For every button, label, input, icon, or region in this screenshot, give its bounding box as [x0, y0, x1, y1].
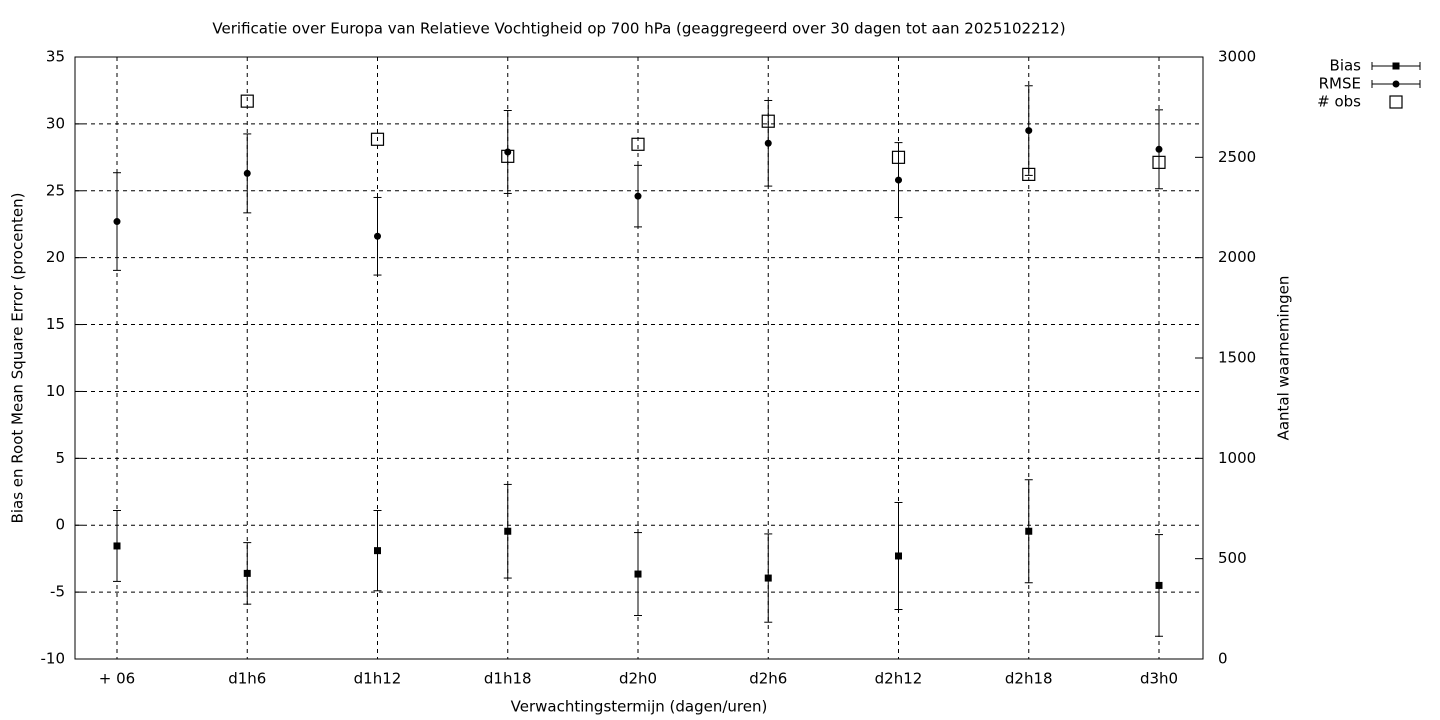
- legend-marker: [1392, 62, 1400, 70]
- bias-point: [374, 547, 381, 555]
- legend-marker: [1392, 80, 1400, 88]
- obs-point: [761, 114, 775, 128]
- x-tick-label: d1h12: [354, 670, 402, 688]
- y-tick-label: 30: [46, 114, 65, 132]
- y2-tick-label: 0: [1218, 650, 1228, 668]
- y-tick-label: 10: [46, 382, 65, 400]
- y-tick-label: -10: [41, 650, 66, 668]
- obs-point: [1022, 167, 1036, 181]
- x-tick-label: d2h0: [619, 670, 657, 688]
- obs-point: [891, 150, 906, 164]
- rmse-point: [895, 176, 902, 184]
- y-tick-label: 25: [46, 181, 65, 199]
- rmse-point: [504, 148, 512, 156]
- y2-tick-label: 500: [1218, 549, 1247, 567]
- legend-label: # obs: [1317, 93, 1361, 111]
- x-tick-label: d1h18: [484, 670, 532, 688]
- y-tick-label: 5: [55, 449, 65, 467]
- y2-tick-label: 1500: [1218, 349, 1256, 367]
- y-tick-label: 35: [46, 48, 65, 66]
- x-tick-label: d3h0: [1140, 670, 1178, 688]
- y-tick-label: 20: [46, 248, 65, 266]
- legend-label: Bias: [1330, 57, 1362, 75]
- y-tick-label: -5: [50, 583, 65, 601]
- rmse-point: [113, 218, 121, 226]
- bias-point: [504, 527, 512, 535]
- bias-point: [1025, 527, 1033, 535]
- x-axis-label: Verwachtingstermijn (dagen/uren): [511, 698, 768, 716]
- chart-title: Verificatie over Europa van Relatieve Vo…: [212, 20, 1065, 38]
- obs-point: [1152, 155, 1166, 169]
- obs-point: [501, 149, 515, 163]
- plot-border: [74, 56, 1204, 660]
- y2-tick-label: 1000: [1218, 449, 1256, 467]
- x-tick-label: + 06: [99, 670, 135, 688]
- y2-tick-label: 2500: [1218, 148, 1256, 166]
- y-axis-label: Bias en Root Mean Square Error (procente…: [9, 193, 27, 524]
- rmse-point: [634, 192, 642, 200]
- y2-tick-label: 3000: [1218, 48, 1256, 66]
- bias-point: [243, 569, 251, 577]
- obs-point: [631, 137, 645, 151]
- rmse-point: [1155, 145, 1163, 153]
- x-tick-label: d2h18: [1005, 670, 1053, 688]
- bias-point: [1155, 581, 1163, 589]
- y2-axis-label: Aantal waarnemingen: [1275, 276, 1293, 441]
- obs-point: [240, 94, 254, 108]
- y-tick-label: 15: [46, 315, 65, 333]
- legend-label: RMSE: [1319, 75, 1361, 93]
- obs-point: [370, 132, 385, 146]
- bias-point: [764, 574, 772, 582]
- rmse-point: [243, 169, 251, 177]
- rmse-point: [1025, 127, 1033, 135]
- y2-tick-label: 2000: [1218, 248, 1256, 266]
- bias-point: [634, 570, 642, 578]
- bias-point: [895, 552, 902, 560]
- x-tick-label: d2h12: [875, 670, 923, 688]
- x-tick-label: d2h6: [749, 670, 787, 688]
- rmse-point: [764, 139, 772, 147]
- bias-point: [113, 542, 121, 550]
- y-tick-label: 0: [55, 516, 65, 534]
- legend-marker: [1389, 95, 1403, 109]
- x-tick-label: d1h6: [228, 670, 266, 688]
- rmse-point: [374, 232, 381, 240]
